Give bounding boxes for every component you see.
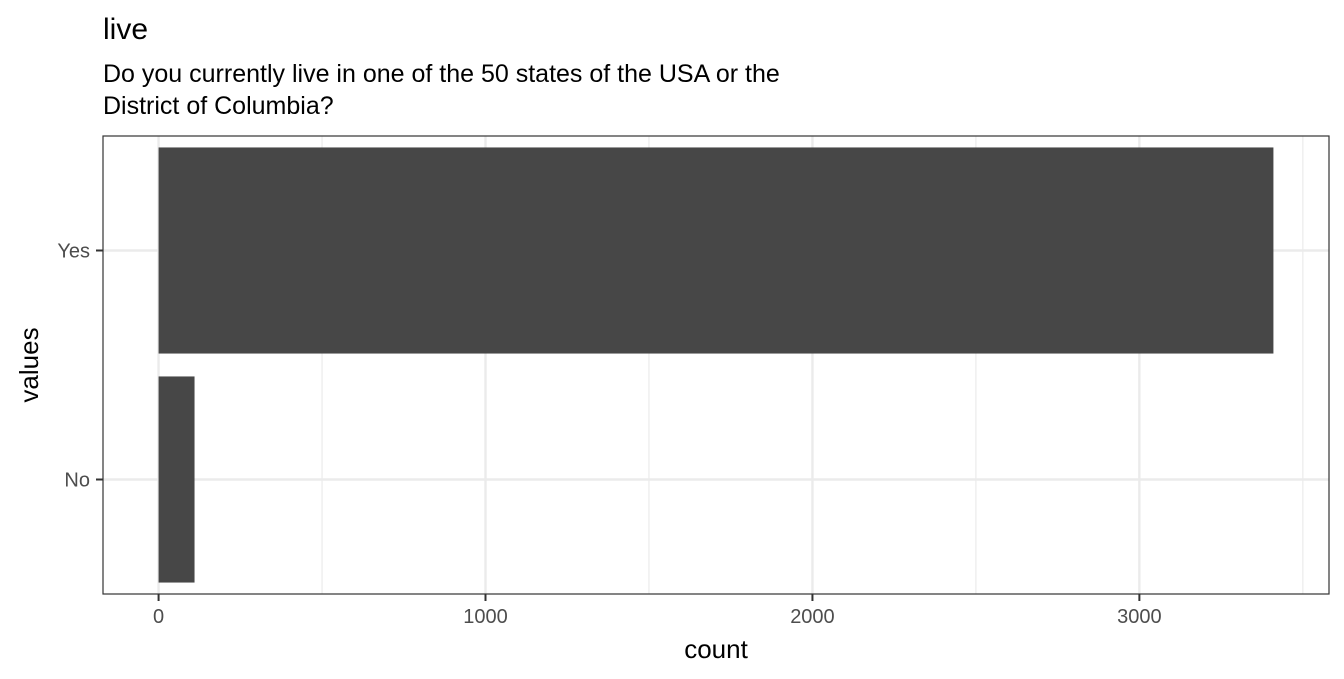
chart-title: live xyxy=(103,13,148,46)
bars xyxy=(158,147,1274,583)
x-axis-title: count xyxy=(684,634,748,664)
y-tick-label-no: No xyxy=(64,470,90,492)
bar-yes xyxy=(158,147,1274,354)
x-tick-label: 2000 xyxy=(790,606,835,628)
y-axis: Yes No xyxy=(57,241,103,492)
chart-subtitle-line-1: Do you currently live in one of the 50 s… xyxy=(103,60,780,88)
y-tick-label-yes: Yes xyxy=(57,241,90,263)
panel-border xyxy=(102,135,1330,595)
x-tick-label: 3000 xyxy=(1117,606,1162,628)
x-axis: 0 1000 2000 3000 xyxy=(153,594,1162,628)
chart-subtitle-line-2: District of Columbia? xyxy=(103,92,334,120)
bar-no xyxy=(158,376,195,583)
x-tick-label: 0 xyxy=(153,606,164,628)
y-axis-title: values xyxy=(14,327,44,402)
x-tick-label: 1000 xyxy=(463,606,508,628)
